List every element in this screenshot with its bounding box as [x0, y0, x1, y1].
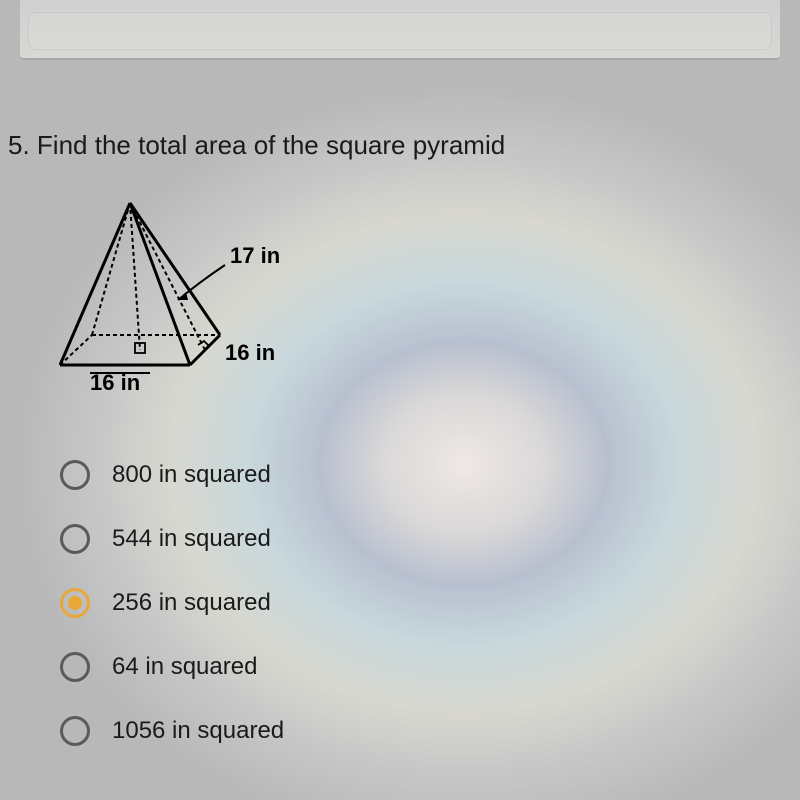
- radio-1[interactable]: [60, 524, 90, 554]
- radio-2[interactable]: [60, 588, 90, 618]
- radio-4[interactable]: [60, 716, 90, 746]
- option-label-1: 544 in squared: [112, 525, 271, 553]
- option-label-4: 1056 in squared: [112, 717, 284, 745]
- pyramid-svg: 17 in 16 in 16 in: [50, 195, 310, 395]
- option-label-0: 800 in squared: [112, 461, 271, 489]
- option-1[interactable]: 544 in squared: [60, 524, 284, 554]
- question-body: Find the total area of the square pyrami…: [37, 130, 505, 160]
- option-2[interactable]: 256 in squared: [60, 588, 284, 618]
- option-0[interactable]: 800 in squared: [60, 460, 284, 490]
- option-label-2: 256 in squared: [112, 589, 271, 617]
- question-text: 5. Find the total area of the square pyr…: [8, 130, 505, 161]
- top-card-edge: [20, 0, 780, 60]
- question-number: 5.: [8, 130, 30, 160]
- option-4[interactable]: 1056 in squared: [60, 716, 284, 746]
- pyramid-diagram: 17 in 16 in 16 in: [50, 195, 310, 395]
- option-label-3: 64 in squared: [112, 653, 257, 681]
- radio-0[interactable]: [60, 460, 90, 490]
- label-slant: 17 in: [230, 243, 280, 268]
- label-side-a: 16 in: [225, 340, 275, 365]
- radio-3[interactable]: [60, 652, 90, 682]
- answer-options: 800 in squared 544 in squared 256 in squ…: [60, 460, 284, 780]
- option-3[interactable]: 64 in squared: [60, 652, 284, 682]
